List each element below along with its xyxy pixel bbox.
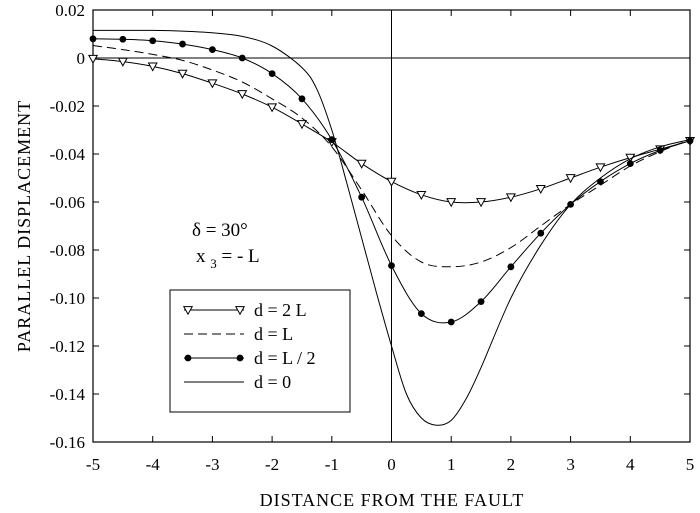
data-point-marker (446, 198, 457, 208)
data-point-marker (535, 184, 546, 195)
y-tick-label: -0.02 (50, 97, 85, 116)
data-point-marker (565, 174, 576, 184)
x-tick-label: 5 (686, 455, 695, 474)
legend-swatch-marker (236, 354, 244, 362)
x-axis-title: DISTANCE FROM THE FAULT (260, 490, 525, 510)
data-point-marker (298, 95, 306, 103)
data-point-marker (626, 160, 634, 168)
x3-value: = - L (222, 246, 260, 267)
x-tick-label: 4 (626, 455, 635, 474)
data-point-marker (447, 318, 455, 326)
x-tick-label: 2 (507, 455, 516, 474)
data-point-marker (505, 193, 516, 203)
data-point-marker (209, 46, 216, 53)
data-point-marker (207, 79, 218, 89)
data-point-marker (537, 229, 545, 237)
x-tick-label: -4 (146, 455, 161, 474)
series-1 (92, 45, 691, 268)
data-point-marker (358, 193, 366, 201)
x3-annotation: x 3 = - L (196, 246, 260, 273)
series-line (92, 45, 691, 268)
y-tick-label: -0.14 (50, 385, 86, 404)
series-line (93, 29, 691, 426)
y-tick-label: 0 (77, 49, 86, 68)
legend-swatch-marker (234, 306, 246, 316)
y-axis-title: PARALLEL DISPLACEMENT (14, 100, 34, 352)
legend-label: d = L / 2 (254, 348, 315, 368)
y-tick-label: 0.02 (55, 1, 85, 20)
data-point-marker (149, 37, 157, 45)
x-tick-label: -5 (86, 455, 100, 474)
legend-swatch-marker (184, 354, 192, 362)
data-point-marker (267, 103, 278, 113)
x-tick-label: -1 (325, 455, 339, 474)
data-point-marker (89, 35, 97, 43)
legend-swatch-marker (182, 306, 194, 316)
data-point-marker (119, 35, 127, 43)
delta-annotation: δ = 30° (192, 220, 248, 241)
data-point-marker (237, 90, 248, 100)
x3-variable: x (196, 246, 206, 267)
x-tick-label: 3 (566, 455, 575, 474)
x-tick-label: 0 (387, 455, 396, 474)
data-point-marker (417, 310, 425, 317)
data-point-marker (595, 163, 606, 173)
data-point-marker (686, 137, 694, 145)
data-point-marker (268, 70, 276, 77)
y-tick-label: -0.08 (50, 241, 85, 260)
data-point-marker (386, 177, 397, 187)
y-tick-label: -0.06 (50, 193, 85, 212)
data-point-marker (507, 263, 515, 271)
legend-label: d = 0 (254, 372, 291, 392)
y-tick-label: -0.16 (50, 433, 85, 452)
y-tick-label: -0.10 (50, 289, 85, 308)
x-tick-label: -3 (205, 455, 219, 474)
data-point-marker (656, 147, 664, 154)
data-point-marker (238, 54, 246, 62)
series-3 (93, 29, 691, 426)
data-point-marker (296, 120, 307, 130)
x3-subscript: 3 (210, 256, 217, 271)
x-tick-label: 1 (447, 455, 456, 474)
series-0 (87, 54, 696, 208)
data-point-marker (117, 57, 128, 67)
data-point-marker (388, 262, 395, 269)
data-point-marker (177, 69, 188, 79)
data-point-marker (416, 190, 427, 201)
y-tick-label: -0.04 (50, 145, 86, 164)
y-tick-label: -0.12 (50, 337, 85, 356)
legend-label: d = L (254, 324, 293, 344)
data-point-marker (87, 54, 99, 64)
x-tick-label: -2 (265, 455, 279, 474)
data-point-marker (328, 136, 336, 144)
data-point-marker (476, 198, 487, 208)
data-point-marker (477, 298, 485, 305)
data-point-marker (179, 40, 186, 48)
data-point-marker (147, 62, 158, 72)
legend-label: d = 2 L (254, 300, 307, 320)
data-point-marker (356, 159, 367, 169)
